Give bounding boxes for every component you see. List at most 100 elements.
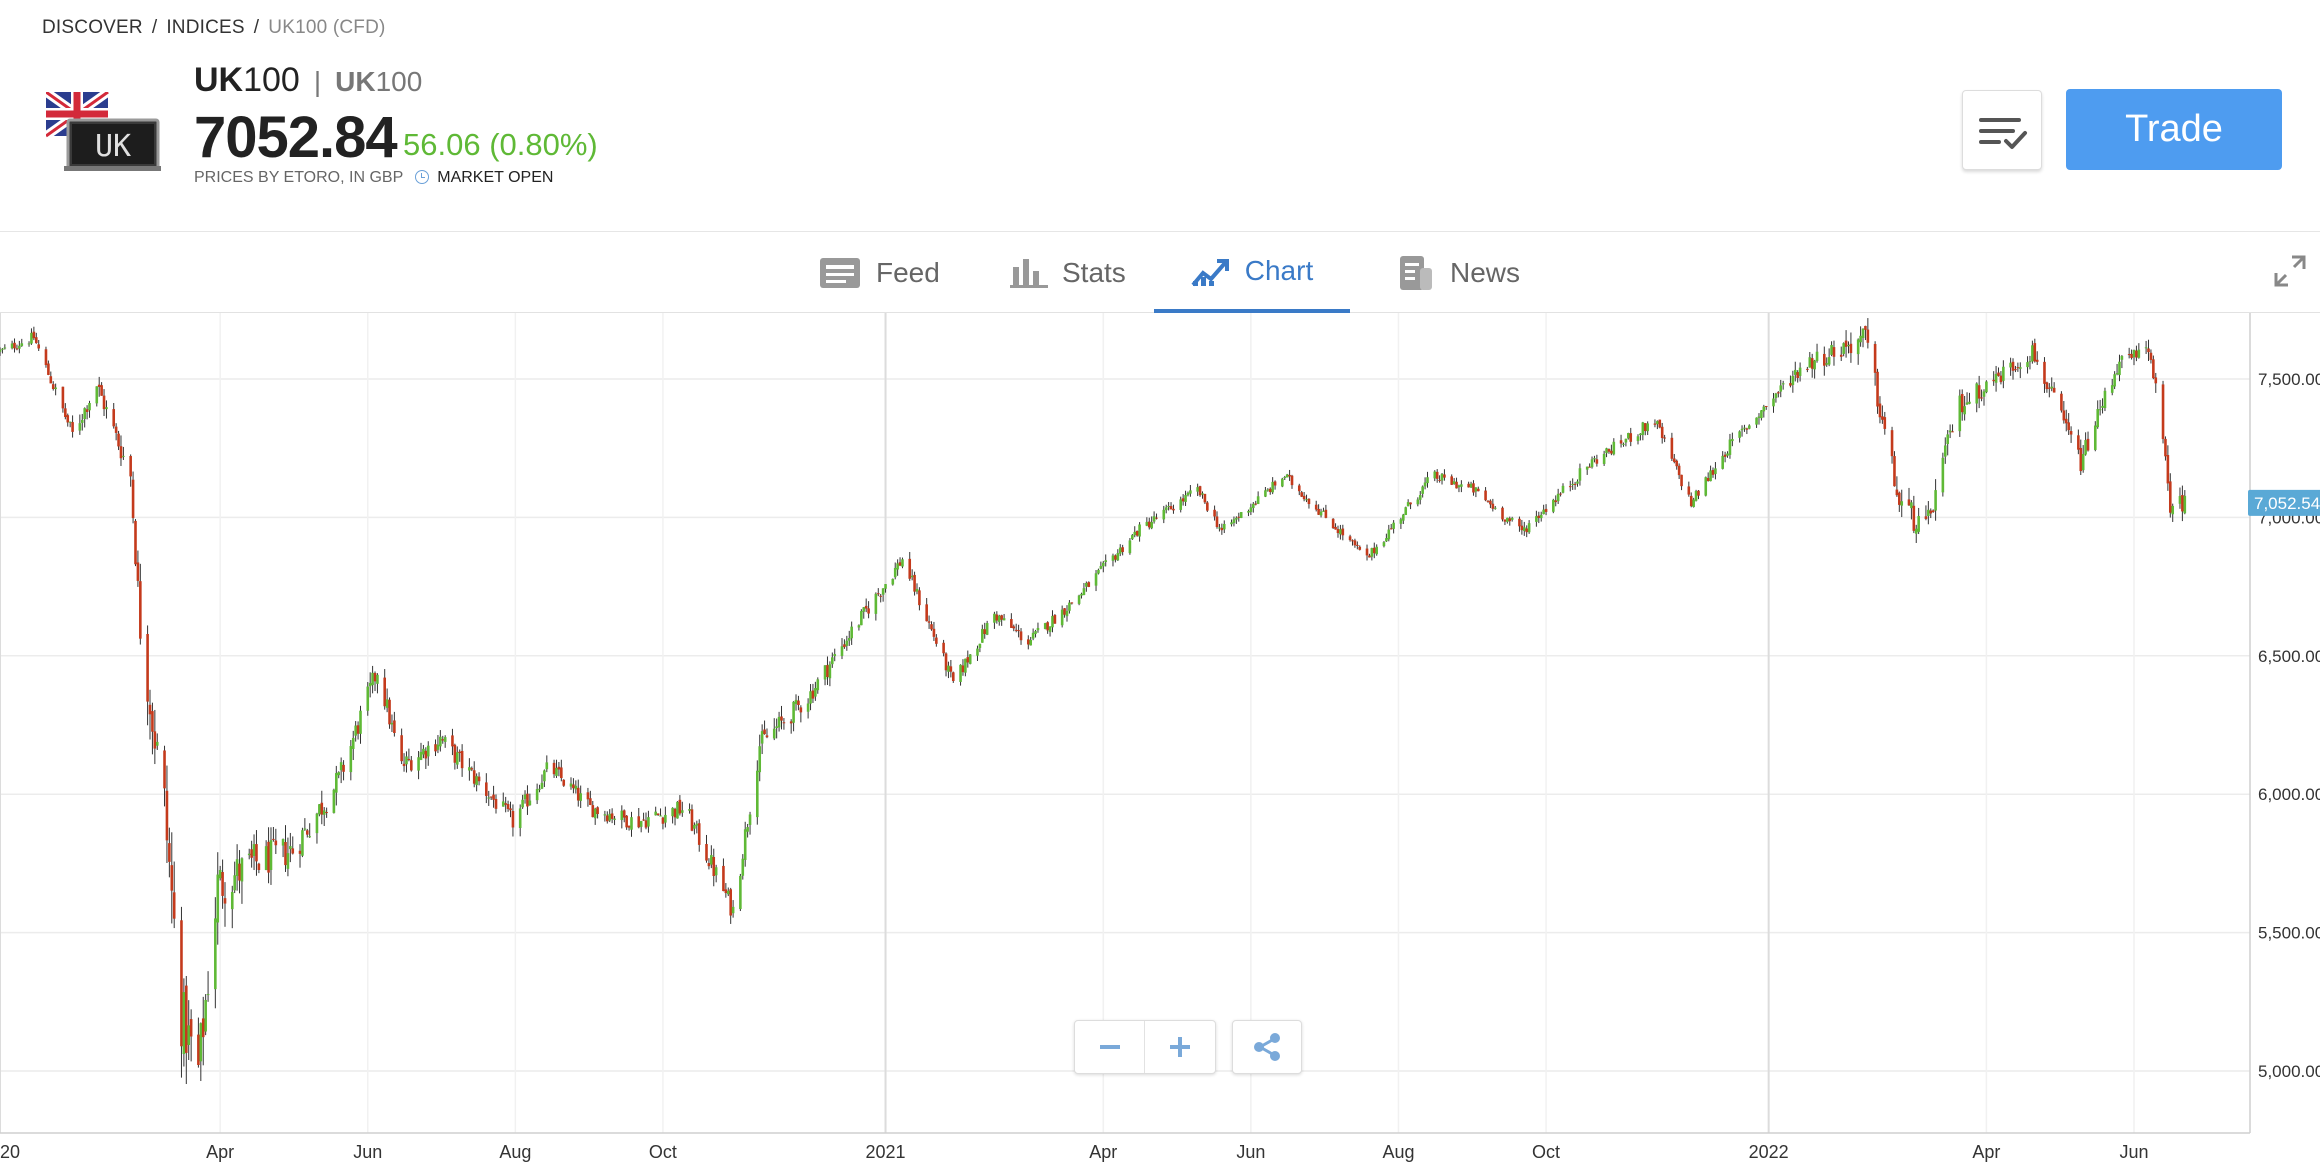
candle-body (847, 638, 851, 641)
candle-body (1641, 422, 1645, 435)
candle-body (809, 691, 812, 704)
candle-body (1469, 483, 1473, 488)
candle-body (410, 760, 413, 771)
candle-body (1324, 509, 1328, 518)
candle-body (862, 607, 866, 612)
zoom-in-button[interactable] (1145, 1021, 1215, 1073)
candle-body (1116, 553, 1120, 561)
candle-body (155, 741, 159, 746)
candle-body (806, 703, 810, 712)
candle-body (1273, 481, 1277, 486)
breadcrumb-discover[interactable]: DISCOVER (42, 17, 143, 38)
candle-body (1537, 515, 1541, 519)
watchlist-button[interactable] (1962, 90, 2042, 170)
candle-body (947, 665, 950, 672)
candle-body (61, 386, 65, 409)
candle-body (2060, 393, 2063, 411)
candle-body (1578, 468, 1582, 481)
candle-body (526, 793, 529, 807)
candle-body (1866, 329, 1870, 343)
x-tick-label: Apr (206, 1142, 234, 1162)
candle-body (368, 682, 372, 687)
breadcrumb-indices[interactable]: INDICES (166, 17, 245, 38)
candle-body (845, 640, 849, 646)
candle-body (78, 423, 82, 431)
candle-body (44, 349, 48, 366)
candle-body (1012, 626, 1016, 629)
y-tick-label: 5,500.00 (2258, 924, 2320, 943)
candle-body (267, 841, 270, 873)
candle-body (2050, 386, 2054, 389)
fullscreen-expand-icon[interactable] (2272, 253, 2308, 289)
candle-body (148, 704, 152, 715)
candle-body (424, 750, 428, 759)
stats-icon (1010, 259, 1048, 288)
candle-body (114, 426, 118, 433)
candle-body (320, 802, 324, 815)
candle-body (64, 408, 67, 418)
candle-body (879, 595, 882, 597)
candle-body (593, 808, 597, 819)
candle-body (1573, 483, 1577, 485)
candle-body (165, 790, 169, 841)
candle-body (1131, 535, 1134, 540)
candle-body (1252, 503, 1255, 509)
candle-body (2152, 359, 2155, 379)
candle-body (1808, 357, 1812, 368)
candle-body (2018, 367, 2022, 369)
candle-body (1138, 524, 1141, 537)
candle-body (731, 906, 735, 914)
candle-body (1063, 608, 1066, 615)
candle-body (2045, 382, 2049, 390)
candle-body (443, 737, 447, 742)
candle-body (647, 817, 650, 827)
candle-body (1527, 523, 1531, 533)
tab-news[interactable]: News (1398, 233, 1520, 313)
candle-body (475, 776, 478, 786)
candle-body (1999, 375, 2003, 383)
candle-body (1297, 485, 1301, 492)
candle-body (274, 840, 278, 846)
candle-body (1489, 500, 1492, 505)
share-button[interactable] (1233, 1021, 1301, 1073)
share-icon (1254, 1033, 1280, 1061)
candle-body (1893, 456, 1896, 487)
candle-body (1842, 343, 1845, 354)
candle-body (1484, 490, 1487, 501)
zoom-out-button[interactable] (1075, 1021, 1145, 1073)
tab-feed[interactable]: Feed (818, 233, 940, 313)
candle-body (521, 799, 524, 808)
candle-body (2035, 359, 2039, 362)
candle-body (2164, 438, 2167, 457)
candle-body (1070, 602, 1074, 604)
tab-chart[interactable]: Chart (1154, 233, 1350, 313)
tab-stats[interactable]: Stats (1010, 233, 1126, 313)
candle-body (1624, 438, 1628, 443)
candle-body (1934, 490, 1937, 511)
candle-body (2130, 353, 2133, 358)
candle-body (1912, 505, 1916, 531)
candle-body (1, 348, 4, 350)
trade-button[interactable]: Trade (2066, 89, 2282, 170)
price-chart[interactable]: 7,500.007,000.006,500.006,000.005,500.00… (0, 313, 2320, 1172)
candle-body (1266, 489, 1270, 491)
candle-body (1757, 416, 1761, 419)
candle-body (579, 793, 582, 801)
candle-body (402, 763, 406, 767)
candle-body (523, 794, 527, 800)
candle-body (562, 779, 566, 786)
candle-body (1994, 373, 1998, 383)
candle-body (51, 384, 55, 389)
candle-body (630, 817, 633, 830)
candle-body (1196, 487, 1199, 492)
candle-body (680, 810, 684, 813)
candle-body (1890, 430, 1894, 457)
x-tick-label: Oct (1532, 1142, 1560, 1162)
candle-body (642, 819, 645, 821)
candle-body (472, 770, 476, 784)
candle-body (782, 722, 786, 724)
candle-body (1968, 401, 1971, 404)
candle-body (1798, 367, 1802, 376)
candle-body (1423, 482, 1427, 487)
candle-body (1878, 403, 1882, 418)
